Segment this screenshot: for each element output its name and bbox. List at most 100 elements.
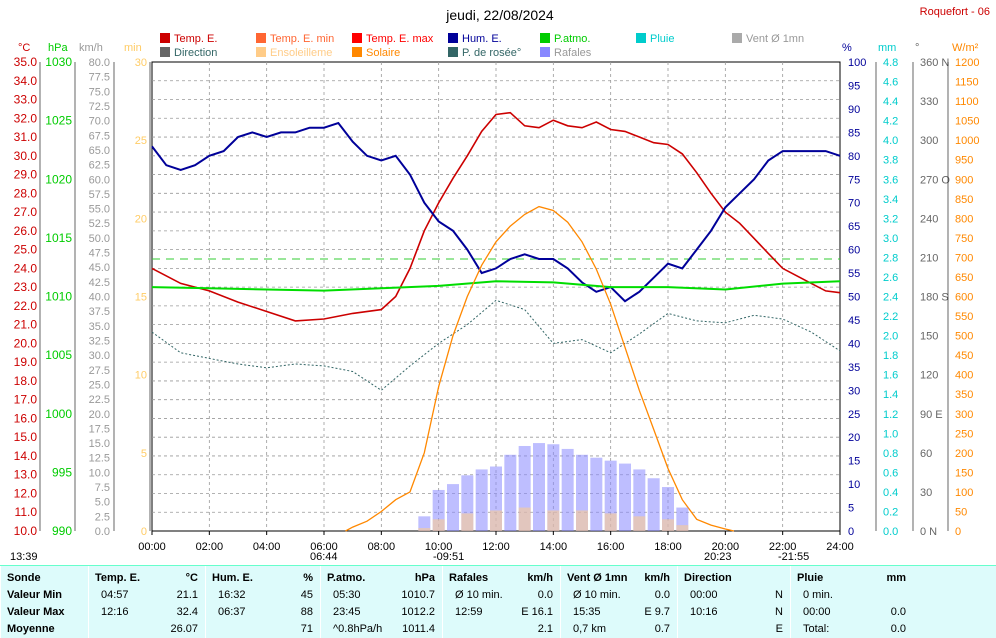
tick-wind: 32.5	[89, 335, 110, 347]
tick-press: 1030	[45, 55, 72, 69]
tick-solar: 1150	[955, 77, 979, 89]
tick-solar: 500	[955, 331, 973, 343]
column-unit: °C	[185, 572, 198, 584]
tick-dir: 180 S	[920, 292, 949, 304]
column-unit: %	[303, 572, 313, 584]
marker-0644: 06:44	[310, 551, 338, 563]
table-column: P.atmo. hPa 05:30 1010.7 23:45 1012.2 ^0.8hPa/…	[320, 566, 443, 638]
tick-solar: 650	[955, 272, 973, 284]
column-title: Hum. E.	[212, 572, 253, 584]
tick-solar: 300	[955, 409, 973, 421]
tick-wind: 40.0	[89, 292, 110, 304]
tick-wind: 2.5	[95, 511, 110, 523]
tick-rain: 0.6	[883, 467, 898, 479]
table-column: Vent Ø 1mn km/h Ø 10 min. 0.0 15:35 E 9.7 0,7 …	[560, 566, 678, 638]
cell-max-time: 15:35	[573, 606, 601, 618]
tick-rain: 3.0	[883, 233, 898, 245]
tick-dir: 0 N	[920, 526, 937, 538]
legend-label: Vent Ø 1mn	[746, 33, 804, 45]
tick-time: 20:00	[712, 541, 740, 553]
tick-hum: 25	[848, 409, 860, 421]
tick-dir: 30	[920, 487, 932, 499]
tick-solar: 1050	[955, 116, 979, 128]
cell-max-val: E 9.7	[644, 606, 670, 618]
tick-time: 14:00	[540, 541, 568, 553]
tick-temp: 35.0	[14, 55, 38, 69]
cell-max-val: 0.0	[890, 606, 906, 618]
row-label: Moyenne	[7, 623, 55, 635]
tick-solar: 100	[955, 487, 973, 499]
cell-min-time: 00:00	[690, 589, 718, 601]
tick-rain: 2.8	[883, 252, 898, 264]
unit-temp: °C	[18, 42, 30, 54]
cell-avg-val: 1011.4	[402, 623, 435, 635]
tick-dir: 90 E	[920, 409, 943, 421]
tick-wind: 70.0	[89, 116, 110, 128]
bar-rafales	[619, 463, 631, 531]
tick-rain: 4.2	[883, 116, 898, 128]
tick-time: 10:00	[425, 541, 453, 553]
tick-wind: 27.5	[89, 365, 110, 377]
tick-hum: 80	[848, 151, 860, 163]
bar-rafales	[633, 469, 646, 531]
series-hum-e-	[151, 121, 841, 303]
tick-wind: 15.0	[89, 438, 110, 450]
legend-label: Rafales	[554, 47, 592, 59]
tick-wind: 17.5	[89, 423, 110, 435]
tick-solar: 950	[955, 155, 973, 167]
cell-min-time: 0 min.	[803, 589, 833, 601]
tick-solar: 0	[955, 526, 961, 538]
legend-label: Hum. E.	[462, 33, 502, 45]
tick-temp: 12.0	[14, 486, 38, 500]
tick-wind: 12.5	[89, 453, 110, 465]
tick-hum: 35	[848, 362, 860, 374]
table-column: Temp. E. °C 04:57 21.1 12:16 32.4 26.07	[88, 566, 206, 638]
series-p-de-ros-e-	[151, 299, 841, 391]
cell-avg-val: E	[775, 623, 783, 635]
tick-solar: 750	[955, 233, 973, 245]
legend-swatch	[732, 33, 742, 43]
table-column: Direction 00:00 N 10:16 N E	[677, 566, 791, 638]
series-temp-e-	[151, 111, 841, 322]
tick-temp: 15.0	[14, 430, 38, 444]
column-title: Temp. E.	[95, 572, 141, 584]
chart-title: jeudi, 22/08/2024	[445, 7, 554, 23]
legend-swatch	[256, 47, 266, 57]
tick-hum: 60	[848, 245, 860, 257]
bar-vent	[461, 513, 474, 531]
legend-label: Direction	[174, 47, 217, 59]
tick-solar: 1100	[955, 96, 979, 108]
tick-wind: 50.0	[89, 233, 110, 245]
unit-press: hPa	[48, 42, 68, 54]
cell-avg-time: Total:	[803, 623, 830, 635]
tick-hum: 15	[848, 456, 860, 468]
table-column: Pluie mm 0 min. 00:00 0.0 Total: 0.0	[790, 566, 914, 638]
tick-hum: 5	[848, 503, 854, 515]
weather-chart: jeudi, 22/08/2024 Roquefort - 06 Temp. E…	[10, 6, 990, 563]
tick-hum: 20	[848, 432, 860, 444]
tick-wind: 72.5	[89, 101, 110, 113]
bar-vent	[576, 510, 588, 531]
column-title: Sonde	[7, 572, 41, 584]
tick-temp: 28.0	[14, 186, 38, 200]
tick-temp: 24.0	[14, 261, 38, 275]
chart-plot	[151, 111, 841, 532]
tick-solar-min: 10	[135, 370, 147, 382]
tick-press: 990	[52, 524, 72, 538]
cell-max-val: N	[775, 606, 783, 618]
legend-label: Ensoleilleme	[270, 47, 332, 59]
tick-temp: 31.0	[14, 130, 38, 144]
marker-1339: 13:39	[10, 551, 38, 563]
legend-swatch	[160, 47, 170, 57]
tick-temp: 23.0	[14, 280, 38, 294]
bar-vent	[662, 519, 674, 531]
marker-0951: -09:51	[433, 551, 464, 563]
cell-max-time: 00:00	[803, 606, 831, 618]
tick-wind: 67.5	[89, 130, 110, 142]
bar-rafales	[504, 454, 517, 531]
tick-rain: 4.8	[883, 57, 898, 69]
tick-wind: 42.5	[89, 277, 110, 289]
tick-rain: 2.2	[883, 311, 898, 323]
tick-hum: 40	[848, 338, 860, 350]
tick-wind: 10.0	[89, 467, 110, 479]
